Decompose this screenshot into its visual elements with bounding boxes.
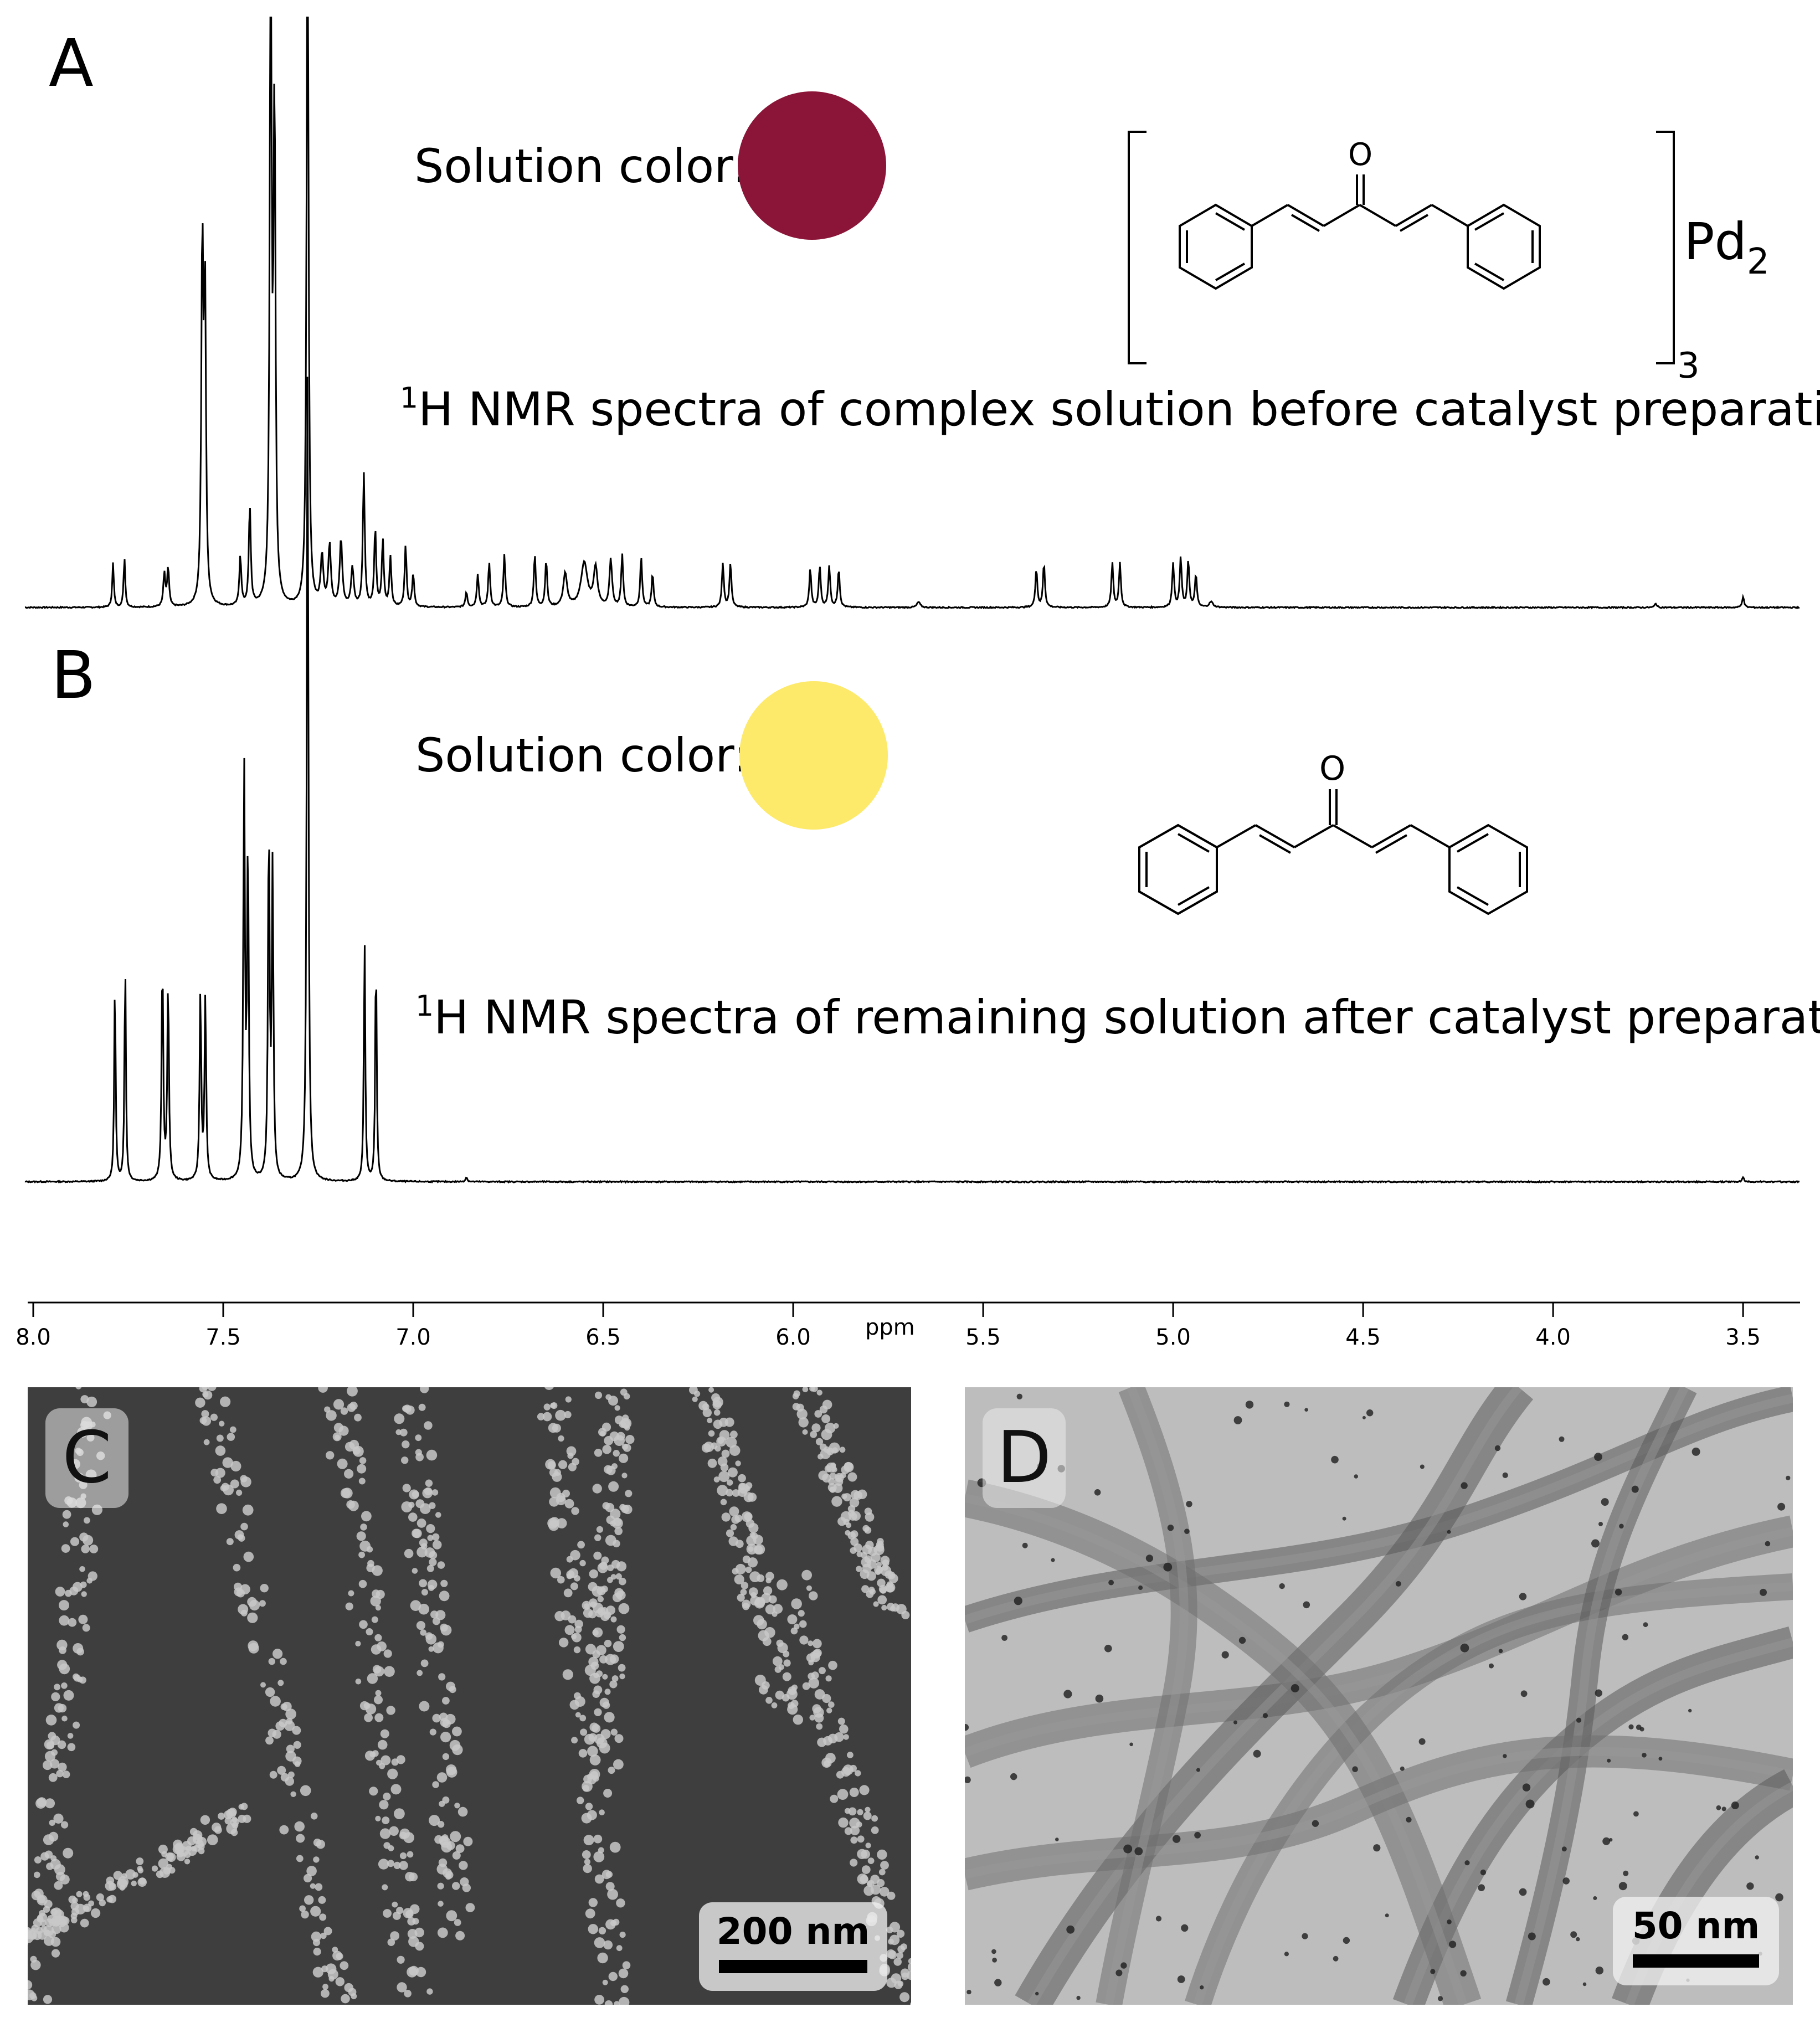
- x-axis-tick-label: 6.0: [775, 1325, 811, 1350]
- x-axis-unit-label: ppm: [865, 1315, 915, 1340]
- x-axis-tick-label: 5.0: [1155, 1325, 1191, 1350]
- panel-b-caption-text: H NMR spectra of remaining solution afte…: [434, 990, 1820, 1044]
- panel-d-letter: D: [983, 1408, 1066, 1508]
- nmr-spectra: 8.0 7.5 7.0 6.5 6.0 5.5 5.0 4.5 4.0 3.5 ppm: [16, 17, 1800, 1350]
- panel-a-letter: A: [49, 25, 94, 101]
- panel-b-color-label: Solution color:: [415, 728, 749, 783]
- panel-a-metal-subscript: 2: [1747, 241, 1770, 282]
- x-axis-tick-label: 6.5: [585, 1325, 621, 1350]
- panel-a-metal-label: Pd2: [1684, 212, 1770, 282]
- panel-b-oxygen-label: O: [1319, 749, 1345, 788]
- x-axis-tick-label: 7.0: [395, 1325, 431, 1350]
- panel-d-scalebar-line: [1633, 1954, 1759, 1968]
- x-axis-tick-label: 3.5: [1725, 1325, 1761, 1350]
- x-axis-tick-label: 4.0: [1535, 1325, 1571, 1350]
- panel-b-letter: B: [51, 637, 96, 713]
- superscript-1: 1: [400, 382, 419, 415]
- panel-c-sem-image: C 200 nm: [28, 1387, 911, 2005]
- panel-c-scalebar-line: [719, 1960, 867, 1973]
- panel-d-scalebar: 50 nm: [1613, 1897, 1779, 1985]
- panel-b-caption: 1H NMR spectra of remaining solution aft…: [415, 992, 1820, 1041]
- x-axis-tick-label: 8.0: [16, 1325, 51, 1350]
- panel-a-caption: 1H NMR spectra of complex solution befor…: [400, 384, 1820, 433]
- x-axis-tick-label: 7.5: [205, 1325, 241, 1350]
- x-axis-tick-label: 4.5: [1345, 1325, 1381, 1350]
- panel-d-tem-image: D 50 nm: [965, 1387, 1793, 2005]
- superscript-1: 1: [415, 990, 434, 1023]
- panel-a-bracket-subscript: 3: [1677, 346, 1700, 387]
- panel-a-caption-text: H NMR spectra of complex solution before…: [418, 382, 1820, 436]
- sem-micrograph: [28, 1387, 911, 2005]
- panel-c-scalebar-label: 200 nm: [716, 1910, 870, 1953]
- panel-a-structure: O Pd2 3: [1128, 131, 1770, 387]
- panel-d-scalebar-label: 50 nm: [1632, 1905, 1760, 1947]
- panel-a-metal-symbol: Pd: [1684, 212, 1747, 271]
- panel-b-structure: O: [1138, 749, 1528, 915]
- panel-c-scalebar: 200 nm: [699, 1902, 887, 1991]
- panel-a-color-label: Solution color:: [414, 139, 748, 193]
- panel-b-color-swatch: [739, 681, 888, 830]
- x-axis-tick-label: 5.5: [965, 1325, 1001, 1350]
- panel-a-oxygen-label: O: [1348, 137, 1372, 173]
- panel-c-letter: C: [45, 1408, 128, 1508]
- panel-a-color-swatch: [738, 91, 886, 240]
- spectrum-a-trace: [24, 17, 1800, 610]
- x-axis-ticks: 8.0 7.5 7.0 6.5 6.0 5.5 5.0 4.5 4.0 3.5: [16, 1303, 1761, 1350]
- spectrum-b-trace: [24, 377, 1800, 1184]
